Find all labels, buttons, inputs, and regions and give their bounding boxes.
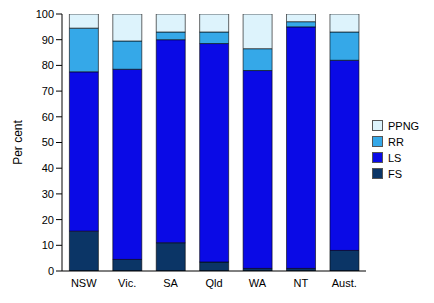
svg-text:80: 80 bbox=[42, 59, 54, 71]
svg-text:90: 90 bbox=[42, 34, 54, 46]
svg-text:0: 0 bbox=[48, 265, 54, 277]
html-text:LS: LS bbox=[388, 151, 402, 164]
svg-text:Per cent: Per cent bbox=[11, 119, 25, 164]
html-text:FS: FS bbox=[388, 167, 403, 180]
svg-text:NT: NT bbox=[294, 277, 309, 289]
svg-text:10: 10 bbox=[42, 239, 54, 251]
svg-text:100: 100 bbox=[36, 8, 54, 20]
svg-text:NSW: NSW bbox=[71, 277, 97, 289]
svg-text:70: 70 bbox=[42, 85, 54, 97]
html-text:RR: RR bbox=[388, 135, 404, 148]
svg-text:SA: SA bbox=[163, 277, 178, 289]
html-text:PPNG: PPNG bbox=[388, 119, 420, 132]
svg-text:50: 50 bbox=[42, 136, 54, 148]
svg-text:60: 60 bbox=[42, 111, 54, 123]
svg-text:Qld: Qld bbox=[205, 277, 222, 289]
svg-text:WA: WA bbox=[249, 277, 267, 289]
svg-text:30: 30 bbox=[42, 188, 54, 200]
svg-text:Vic.: Vic. bbox=[118, 277, 136, 289]
svg-text:40: 40 bbox=[42, 162, 54, 174]
svg-text:20: 20 bbox=[42, 214, 54, 226]
svg-text:Aust.: Aust. bbox=[332, 277, 357, 289]
